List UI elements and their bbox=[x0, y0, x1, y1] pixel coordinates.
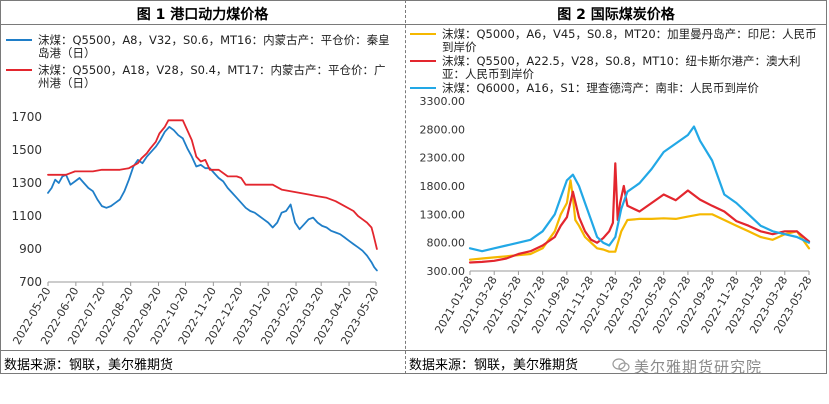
y-tick-label: 1500 bbox=[11, 143, 42, 157]
series-line bbox=[47, 119, 378, 250]
y-tick-label: 300.00 bbox=[427, 265, 466, 278]
y-tick-label: 1800.00 bbox=[420, 180, 466, 193]
y-tick-label: 1300.00 bbox=[420, 208, 466, 221]
y-tick-label: 1100 bbox=[11, 209, 42, 223]
legend-label: 沫煤：Q5500，A22.5，V28，S0.8，MT10：纽卡斯尔港产：澳大利亚… bbox=[442, 54, 801, 81]
y-tick-label: 900 bbox=[19, 242, 42, 256]
series-line bbox=[468, 162, 811, 264]
chart2-legend-item: 沫煤：Q5000，A6，V45，S0.8，MT20：加里曼丹岛产：印尼：人民币到… bbox=[408, 28, 820, 54]
legend-swatch bbox=[6, 39, 32, 41]
y-tick-label: 2800.00 bbox=[420, 123, 466, 136]
wechat-icon bbox=[612, 358, 630, 372]
chart2-source: 数据来源：钢联，美尔雅期货 bbox=[409, 358, 579, 373]
legend-label: 沫煤：Q5500，A8，V32，S0.6，MT16：内蒙古产：平仓价：秦皇岛港（… bbox=[38, 33, 390, 60]
chart1-legend-item: 沫煤：Q5500，A18，V28，S0.4，MT17：内蒙古产：平仓价：广州港（… bbox=[4, 64, 396, 90]
chart1-title: 图 1 港口动力煤价格 bbox=[136, 7, 269, 23]
chart1-legend-item: 沫煤：Q5500，A8，V32，S0.6，MT16：内蒙古产：平仓价：秦皇岛港（… bbox=[4, 34, 396, 60]
y-tick-label: 1300 bbox=[11, 176, 42, 190]
series-line bbox=[468, 179, 811, 261]
legend-swatch bbox=[410, 87, 436, 89]
chart2-legend: 沫煤：Q5000，A6，V45，S0.8，MT20：加里曼丹岛产：印尼：人民币到… bbox=[408, 28, 820, 96]
chart1-plot: 70090011001300150017002022-05-202022-06-… bbox=[10, 110, 381, 347]
panel-separator bbox=[405, 0, 406, 374]
y-tick-label: 3300.00 bbox=[420, 95, 466, 108]
series-line bbox=[468, 125, 811, 253]
chart2-legend-item: 沫煤：Q6000，A16，S1：理查德湾产：南非：人民币到岸价 bbox=[408, 82, 820, 95]
y-tick-label: 2300.00 bbox=[420, 152, 466, 165]
legend-label: 沫煤：Q5000，A6，V45，S0.8，MT20：加里曼丹岛产：印尼：人民币到… bbox=[442, 27, 817, 54]
y-tick-label: 700 bbox=[19, 275, 42, 289]
chart2-title: 图 2 国际煤炭价格 bbox=[557, 7, 675, 23]
legend-swatch bbox=[410, 33, 436, 35]
figure-frame bbox=[0, 0, 827, 374]
watermark: 美尔雅期货研究院 bbox=[634, 358, 763, 376]
chart1-source: 数据来源：钢联，美尔雅期货 bbox=[4, 358, 174, 373]
chart2-plot: 300.00 800.00 1300.00 1800.00 2300.00 2800.00… bbox=[420, 95, 815, 336]
legend-label: 沫煤：Q6000，A16，S1：理查德湾产：南非：人民币到岸价 bbox=[442, 81, 759, 95]
chart2-legend-item: 沫煤：Q5500，A22.5，V28，S0.8，MT10：纽卡斯尔港产：澳大利亚… bbox=[408, 55, 820, 81]
source-divider bbox=[0, 350, 827, 351]
legend-swatch bbox=[6, 69, 32, 71]
y-tick-label: 800.00 bbox=[427, 237, 466, 250]
y-tick-label: 1700 bbox=[11, 110, 42, 124]
legend-label: 沫煤：Q5500，A18，V28，S0.4，MT17：内蒙古产：平仓价：广州港（… bbox=[38, 63, 386, 90]
title-divider bbox=[0, 24, 827, 25]
legend-swatch bbox=[410, 60, 436, 62]
chart1-legend: 沫煤：Q5500，A8，V32，S0.6，MT16：内蒙古产：平仓价：秦皇岛港（… bbox=[4, 34, 396, 94]
